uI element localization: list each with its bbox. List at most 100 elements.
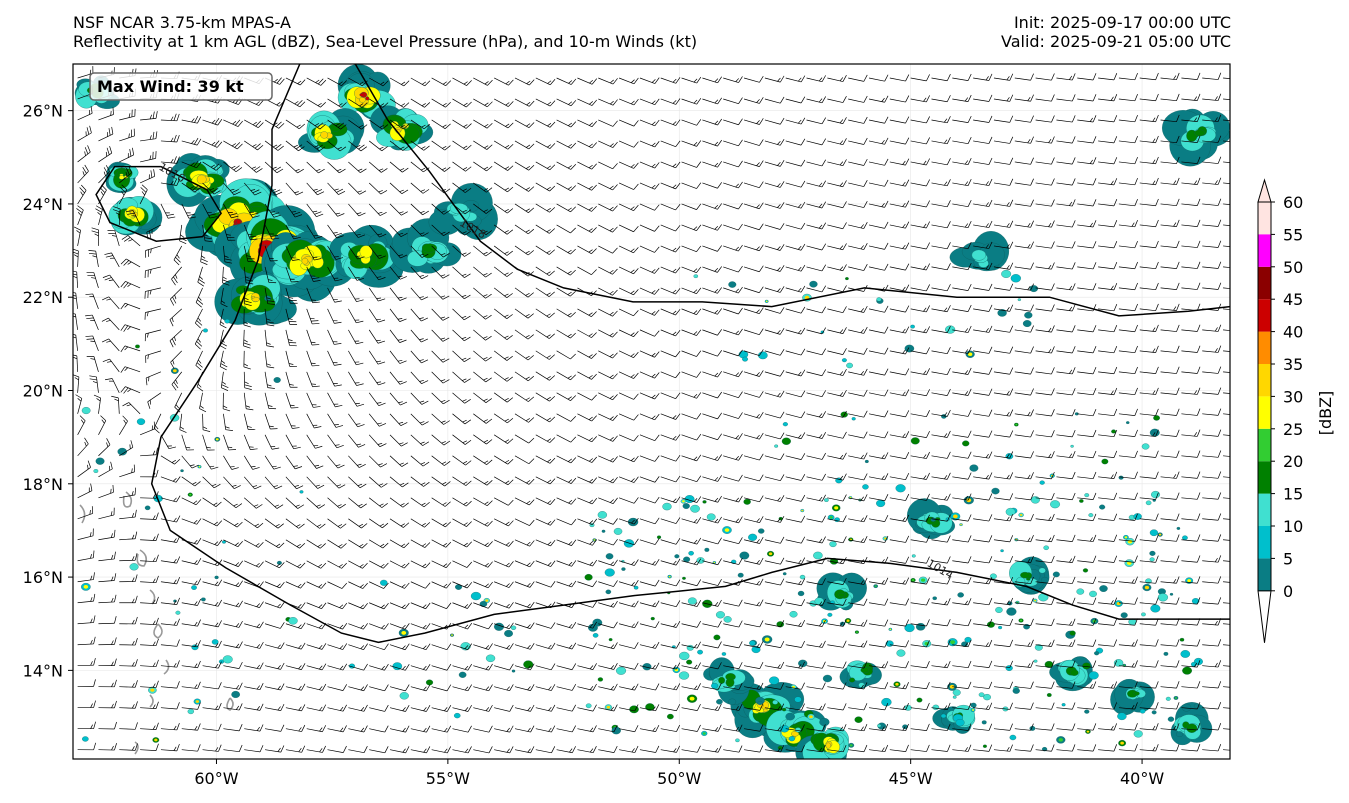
wind-barb: [1014, 681, 1034, 689]
wind-barb: [702, 662, 722, 670]
wind-barb: [140, 701, 159, 709]
wind-barb: [202, 497, 222, 507]
wind-barb: [431, 746, 452, 754]
wind-barb: [910, 577, 930, 585]
shower-cell: [1017, 298, 1022, 302]
wind-barb: [1056, 513, 1076, 522]
wind-barb: [639, 476, 660, 483]
wind-barb: [952, 472, 972, 480]
shower-cell: [224, 319, 230, 324]
wind-barb: [1077, 471, 1097, 480]
shower-cell: [613, 527, 623, 535]
shower-cell: [998, 625, 1003, 630]
shower-cell: [1099, 504, 1106, 510]
shower-cell: [1061, 703, 1066, 707]
wind-barb: [473, 476, 493, 486]
shower-cell: [721, 652, 727, 656]
wind-barb: [1181, 534, 1201, 542]
wind-barb: [806, 661, 826, 669]
wind-barb: [431, 602, 452, 609]
wind-barb: [535, 684, 556, 691]
wind-barb: [535, 497, 556, 505]
shower-cell: [1141, 443, 1150, 450]
wind-barb: [868, 619, 889, 627]
wind-barb: [806, 745, 826, 753]
wind-barb: [973, 493, 993, 501]
wind-barb: [223, 682, 243, 690]
shower-cell: [510, 625, 517, 630]
wind-barb: [285, 518, 305, 529]
wind-barb: [327, 745, 347, 753]
wind-barb: [702, 724, 722, 732]
wind-barb: [910, 640, 930, 648]
wind-barb: [285, 560, 306, 569]
wind-barb: [119, 616, 138, 625]
echo-cell: [251, 296, 256, 299]
shower-cell: [885, 640, 894, 647]
shower-cell: [1163, 651, 1169, 656]
wind-barb: [514, 642, 535, 650]
echo-cell: [762, 708, 768, 713]
wind-barb: [77, 483, 93, 499]
wind-barb: [181, 723, 201, 731]
wind-barb: [743, 578, 764, 586]
shower-cell: [723, 616, 732, 623]
wind-barb: [119, 595, 138, 604]
wind-barb: [119, 553, 138, 562]
wind-barb: [223, 724, 243, 732]
wind-barb: [764, 474, 785, 482]
shower-cell: [1167, 716, 1175, 722]
wind-barb: [827, 703, 847, 711]
wind-barb: [889, 682, 909, 690]
wind-barb: [598, 518, 618, 525]
wind-barb: [244, 662, 264, 670]
wind-barb: [306, 560, 327, 569]
wind-barb: [452, 497, 472, 507]
wind-barb: [702, 537, 722, 545]
wind-barb: [77, 636, 96, 646]
wind-barb: [264, 539, 285, 549]
shower-cell: [1012, 687, 1020, 694]
wind-barb: [1035, 702, 1055, 710]
wind-barb: [598, 497, 618, 504]
shower-cell: [678, 671, 690, 680]
header-left: NSF NCAR 3.75-km MPAS-A Reflectivity at …: [73, 13, 697, 51]
wind-barb: [473, 643, 493, 650]
wind-barb: [764, 745, 785, 753]
wind-barb: [764, 661, 785, 669]
shower-cell: [604, 568, 615, 577]
wind-barb: [1035, 576, 1055, 584]
wind-barb: [952, 577, 972, 585]
shower-cell: [1175, 731, 1184, 737]
wind-barb: [348, 746, 368, 754]
shower-cell: [175, 610, 181, 615]
wind-barb: [410, 539, 431, 548]
shower-cell: [862, 484, 869, 490]
wind-barb: [973, 597, 993, 606]
wind-barb: [77, 615, 96, 625]
wind-barb: [993, 723, 1013, 731]
wind-barb: [556, 725, 576, 733]
wind-barb: [660, 496, 681, 504]
wind-barb: [369, 704, 389, 712]
wind-barb: [952, 514, 972, 522]
shower-cell: [1005, 665, 1013, 671]
shower-cell: [180, 469, 184, 473]
wind-barb: [223, 518, 243, 528]
wind-barb: [556, 518, 577, 526]
wind-barb: [389, 746, 410, 754]
wind-barb: [1056, 471, 1076, 480]
shower-core: [154, 738, 158, 742]
shower-cell: [674, 554, 680, 559]
shower-cell: [1088, 671, 1099, 680]
wind-barb: [993, 639, 1013, 647]
shower-cell: [904, 623, 915, 633]
wind-barb: [493, 497, 514, 506]
echo-cluster: [428, 183, 498, 240]
wind-barb: [743, 537, 764, 544]
wind-barb: [410, 746, 431, 754]
wind-barb: [660, 683, 681, 691]
shower-cell: [585, 703, 592, 709]
wind-barb: [1223, 728, 1230, 730]
